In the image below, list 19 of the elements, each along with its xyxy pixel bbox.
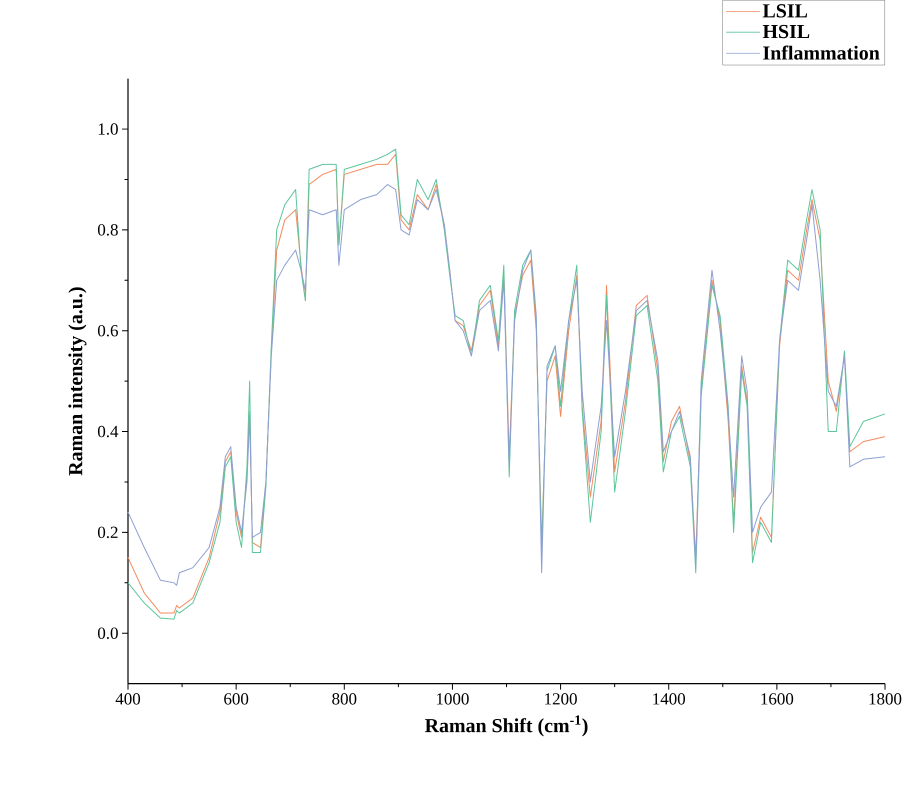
x-axis-title: Raman Shift (cm$^{-1}$)	[424, 716, 588, 737]
x-tick-label: 800	[332, 693, 356, 705]
x-tick-label: 1000	[436, 693, 469, 705]
x-tick-label: 600	[224, 693, 248, 705]
x-tick-label: 1600	[761, 693, 794, 705]
x-tick-label: 400	[116, 693, 140, 705]
y-tick-label: 0.4	[98, 426, 118, 438]
x-tick-label: 1800	[870, 693, 902, 705]
legend-label: HSIL	[762, 25, 810, 38]
y-tick-label: 0.0	[98, 628, 118, 640]
y-tick-label: 0.2	[98, 526, 118, 538]
legend-label: LSIL	[762, 4, 808, 18]
y-tick-label: 0.6	[98, 325, 118, 337]
y-tick-label: 1.0	[98, 123, 118, 135]
x-tick-label: 1400	[653, 693, 686, 705]
legend-label: Inflammation	[763, 46, 880, 60]
y-axis-title: Raman intensity (a.u.)	[68, 288, 86, 476]
x-tick-label: 1200	[545, 693, 577, 705]
y-tick-label: 0.8	[98, 224, 118, 236]
